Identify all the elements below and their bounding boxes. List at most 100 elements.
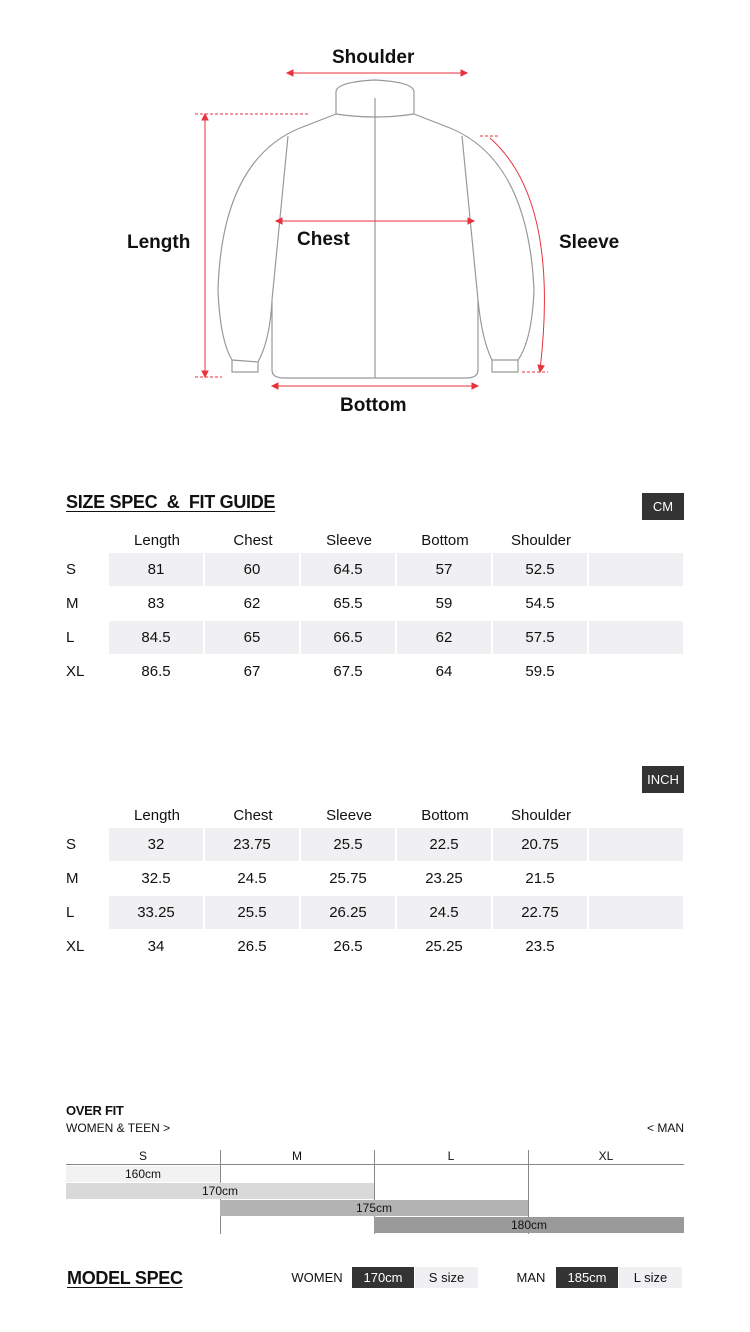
table-cell: 65 xyxy=(205,621,299,654)
fit-guide-baseline xyxy=(66,1164,684,1165)
fit-bar: 180cm xyxy=(374,1217,684,1233)
table-cell: 20.75 xyxy=(493,828,587,861)
table-row: L 84.5 65 66.5 62 57.5 xyxy=(0,621,750,654)
label-length: Length xyxy=(127,232,191,253)
unit-badge-inch: INCH xyxy=(642,766,684,793)
model-spec-title: MODEL SPEC xyxy=(67,1268,183,1288)
label-shoulder: Shoulder xyxy=(332,47,415,68)
fit-guide-right-label: < MAN xyxy=(646,1121,684,1135)
table-cell: 67 xyxy=(243,663,261,680)
column-header: Length xyxy=(134,532,180,549)
size-label: M xyxy=(66,595,79,612)
table-cell xyxy=(589,828,683,861)
table-cell: 64.5 xyxy=(301,553,395,586)
label-chest: Chest xyxy=(297,229,350,250)
label-sleeve: Sleeve xyxy=(559,232,620,253)
table-cell: 24.5 xyxy=(397,896,491,929)
table-cell xyxy=(589,587,683,620)
jacket-collar xyxy=(335,79,415,118)
table-cell: 32.5 xyxy=(141,870,171,887)
column-header: Bottom xyxy=(421,807,469,824)
table-row: M 83 62 65.5 59 54.5 xyxy=(0,587,750,620)
size-spec-title: SIZE SPEC & FIT GUIDE xyxy=(66,492,276,512)
table-cell: 84.5 xyxy=(109,621,203,654)
table-cell: 26.25 xyxy=(301,896,395,929)
table-cell: 23.25 xyxy=(425,870,463,887)
size-label: L xyxy=(66,629,75,646)
table-cell xyxy=(589,930,683,963)
model-women-height: 170cm xyxy=(352,1267,414,1288)
column-header: Shoulder xyxy=(510,807,572,824)
table-cell: 32 xyxy=(109,828,203,861)
fit-guide-divider xyxy=(374,1150,375,1234)
table-cell xyxy=(589,621,683,654)
fit-size-header: XL xyxy=(598,1149,614,1163)
table-row: XL 34 26.5 26.5 25.25 23.5 xyxy=(0,930,750,963)
table-cell xyxy=(589,862,683,895)
table-cell: 67.5 xyxy=(333,663,363,680)
model-man-height: 185cm xyxy=(556,1267,618,1288)
table-cell: 25.5 xyxy=(301,828,395,861)
table-cell: 57 xyxy=(397,553,491,586)
table-cell: 83 xyxy=(147,595,165,612)
size-label: XL xyxy=(66,663,85,680)
table-cell: 24.5 xyxy=(237,870,267,887)
model-women-size: S size xyxy=(415,1267,478,1288)
table-cell: 26.5 xyxy=(333,938,363,955)
fit-bar: 160cm xyxy=(66,1166,220,1182)
fit-bar: 175cm xyxy=(220,1200,528,1216)
jacket-body xyxy=(217,113,535,379)
table-cell: 66.5 xyxy=(301,621,395,654)
table-row: L 33.25 25.5 26.25 24.5 22.75 xyxy=(0,896,750,929)
column-header: Chest xyxy=(233,807,273,824)
size-label: S xyxy=(66,836,77,853)
table-cell: 57.5 xyxy=(493,621,587,654)
model-women-label: WOMEN xyxy=(291,1270,343,1285)
column-header: Sleeve xyxy=(326,807,372,824)
fit-size-header: M xyxy=(292,1149,302,1163)
table-cell: 54.5 xyxy=(525,595,555,612)
table-cell: 65.5 xyxy=(333,595,363,612)
table-cell xyxy=(589,655,683,688)
table-cell xyxy=(589,896,683,929)
table-cell: 25.25 xyxy=(425,938,463,955)
table-cell: 60 xyxy=(205,553,299,586)
table-cell: 25.5 xyxy=(205,896,299,929)
jacket-diagram xyxy=(195,69,548,390)
column-header: Bottom xyxy=(421,532,469,549)
label-bottom: Bottom xyxy=(340,395,407,416)
column-header: Chest xyxy=(233,532,273,549)
table-row: XL 86.5 67 67.5 64 59.5 xyxy=(0,655,750,688)
table-cell xyxy=(589,553,683,586)
table-cell: 62 xyxy=(397,621,491,654)
unit-badge-cm: CM xyxy=(642,493,684,520)
table-cell: 52.5 xyxy=(493,553,587,586)
fit-guide-left-label: WOMEN & TEEN > xyxy=(66,1121,171,1135)
size-label: S xyxy=(66,561,77,578)
table-row: M 32.5 24.5 25.75 23.25 21.5 xyxy=(0,862,750,895)
table-cell: 21.5 xyxy=(525,870,555,887)
column-header: Length xyxy=(134,807,180,824)
table-cell: 62 xyxy=(243,595,261,612)
size-label: L xyxy=(66,904,75,921)
table-cell: 22.5 xyxy=(397,828,491,861)
model-man-label: MAN xyxy=(516,1270,546,1285)
table-cell: 23.5 xyxy=(525,938,555,955)
model-man-size: L size xyxy=(619,1267,682,1288)
table-cell: 34 xyxy=(147,938,165,955)
table-cell: 22.75 xyxy=(493,896,587,929)
size-label: XL xyxy=(66,938,85,955)
table-cell: 23.75 xyxy=(205,828,299,861)
table-row: S 32 23.75 25.5 22.5 20.75 xyxy=(0,828,750,861)
fit-size-header: L xyxy=(447,1149,455,1163)
fit-bar: 170cm xyxy=(66,1183,374,1199)
fit-size-header: S xyxy=(138,1149,147,1163)
table-cell: 64 xyxy=(435,663,453,680)
table-row: S 81 60 64.5 57 52.5 xyxy=(0,553,750,586)
fit-guide-title: OVER FIT xyxy=(66,1103,124,1118)
size-label: M xyxy=(66,870,79,887)
table-cell: 81 xyxy=(109,553,203,586)
table-cell: 26.5 xyxy=(237,938,267,955)
table-cell: 25.75 xyxy=(329,870,367,887)
table-cell: 59 xyxy=(435,595,453,612)
